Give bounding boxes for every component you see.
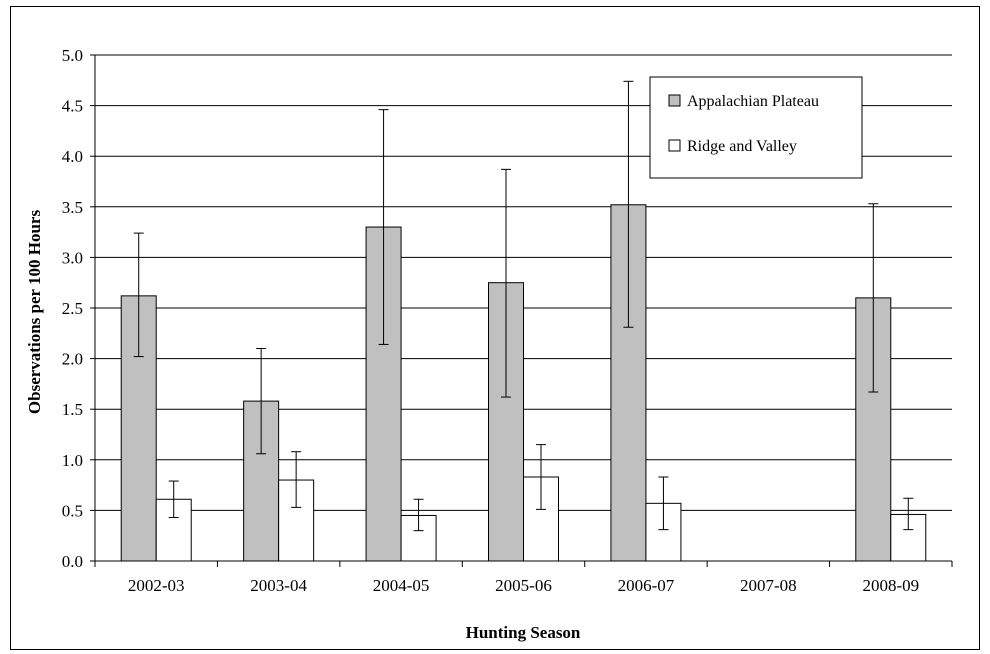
x-axis-title: Hunting Season (466, 623, 581, 642)
y-tick-label: 1.0 (62, 451, 83, 470)
y-tick-label: 4.0 (62, 147, 83, 166)
y-tick-label: 5.0 (62, 46, 83, 65)
legend-swatch-ridge-and-valley (668, 139, 681, 152)
y-tick-labels: 0.0 0.5 1.0 1.5 2.0 2.5 3.0 3.5 4.0 4.5 5.0 (62, 46, 83, 571)
y-tick-label: 3.0 (62, 248, 83, 267)
y-tick-label: 1.5 (62, 400, 83, 419)
y-tick-label: 3.5 (62, 198, 83, 217)
x-tick-label: 2006-07 (618, 576, 675, 595)
legend-label-appalachian-plateau: Appalachian Plateau (687, 93, 819, 110)
y-tick-label: 0.5 (62, 501, 83, 520)
bar-appalachian-plateau (365, 226, 402, 562)
x-tick-label: 2008-09 (862, 576, 919, 595)
bars-layer (120, 204, 927, 562)
axes-layer (90, 54, 953, 567)
y-tick-label: 0.0 (62, 552, 83, 571)
legend-label-ridge-and-valley: Ridge and Valley (687, 138, 797, 155)
y-tick-label: 2.0 (62, 350, 83, 369)
error-bars-layer (133, 80, 914, 532)
y-tick-label: 4.5 (62, 97, 83, 116)
x-tick-label: 2003-04 (250, 576, 307, 595)
x-tick-labels: 2002-03 2003-04 2004-05 2005-06 2006-07 2007-… (128, 576, 919, 595)
x-tick-label: 2005-06 (495, 576, 552, 595)
x-tick-label: 2002-03 (128, 576, 185, 595)
legend-box (649, 76, 863, 179)
x-tick-label: 2004-05 (373, 576, 430, 595)
x-tick-label: 2007-08 (740, 576, 797, 595)
y-axis-title: Observations per 100 Hours (25, 210, 44, 415)
legend: Appalachian Plateau Ridge and Valley (649, 76, 863, 179)
chart-frame (10, 6, 980, 650)
legend-swatch-appalachian-plateau (668, 94, 681, 107)
y-tick-label: 2.5 (62, 299, 83, 318)
